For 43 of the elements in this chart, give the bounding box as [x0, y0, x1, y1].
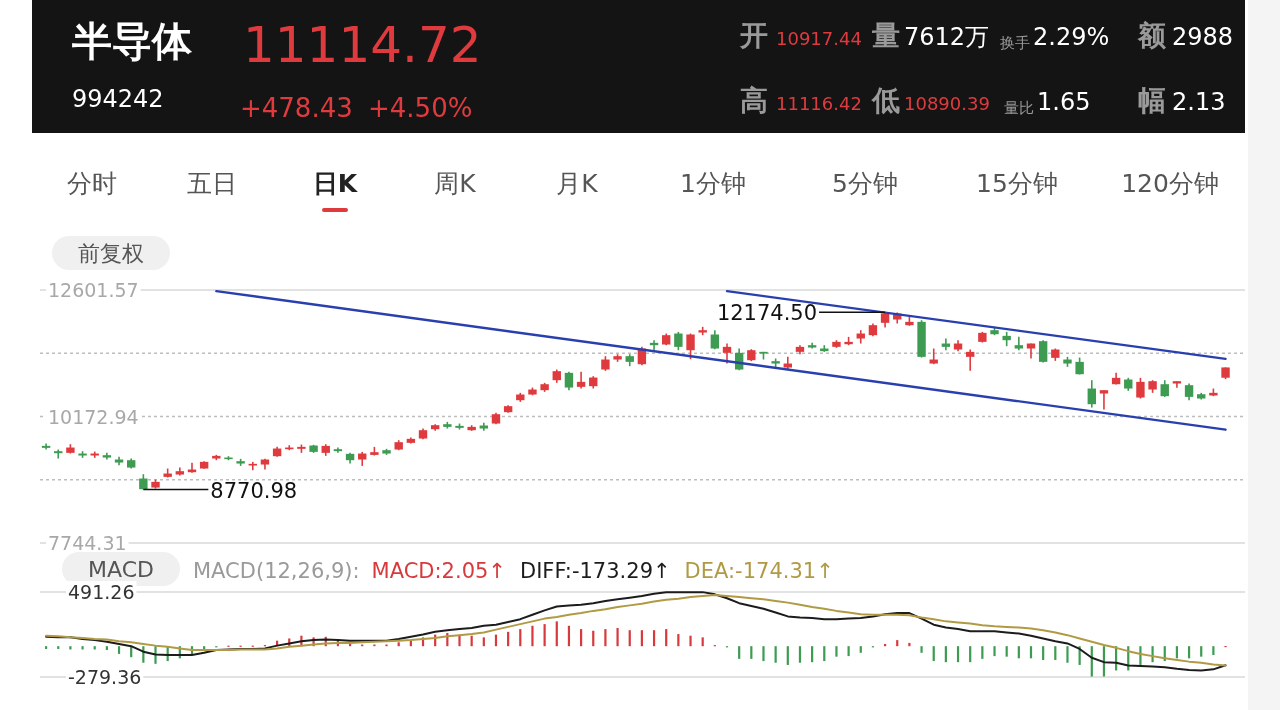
text: 2988 [1172, 23, 1234, 51]
annotation: 8770.98 [210, 478, 298, 503]
series-label: DIFF:-173.29↑ [519, 559, 671, 583]
text: 日K [312, 169, 359, 198]
text: 7612万 [904, 23, 990, 51]
text: 低 [871, 84, 900, 117]
text: 15分钟 [976, 169, 1058, 198]
text: 2.13 [1172, 88, 1226, 116]
text: 11114.72 [243, 16, 482, 74]
text: 10917.44 [776, 28, 862, 49]
annotation: 12174.50 [716, 301, 818, 326]
y-tick-label: 491.26 [68, 581, 135, 603]
text: 五日 [187, 169, 237, 198]
y-tick-label: 10172.94 [48, 405, 139, 428]
chart-subtitle: 994242 [72, 85, 164, 113]
series-label: DEA:-174.31↑ [684, 559, 834, 583]
y-tick-label: 12601.57 [48, 279, 139, 301]
text: 2.29% [1033, 23, 1110, 51]
text: MACD:2.05↑ [371, 559, 506, 583]
y-tick-label: -279.36 [68, 666, 142, 688]
text: 1分钟 [680, 169, 746, 198]
text: 高 [740, 84, 768, 117]
text: 额 [1137, 19, 1167, 52]
chart-title: MACD [88, 557, 154, 582]
y-tick-label: 7744.31 [48, 532, 127, 554]
text: 量比 [1004, 99, 1034, 117]
text: 换手 [1000, 34, 1030, 52]
text: 分时 [67, 169, 117, 198]
chart-title: 半导体 [71, 18, 193, 64]
text: +4.50% [368, 93, 473, 123]
text: 月K [556, 169, 599, 198]
text: 量 [871, 19, 900, 52]
text: 开 [739, 19, 768, 52]
text: 周K [434, 169, 477, 198]
text: 5分钟 [832, 169, 898, 198]
legend-title: MACD(12,26,9): [193, 559, 360, 583]
text: 1.65 [1037, 88, 1091, 116]
text: 11116.42 [776, 93, 862, 114]
text: 120分钟 [1121, 169, 1219, 198]
text: +478.43 [240, 93, 353, 123]
text: 10890.39 [904, 93, 990, 114]
text: 前复权 [78, 241, 144, 266]
text: 幅 [1138, 84, 1166, 117]
